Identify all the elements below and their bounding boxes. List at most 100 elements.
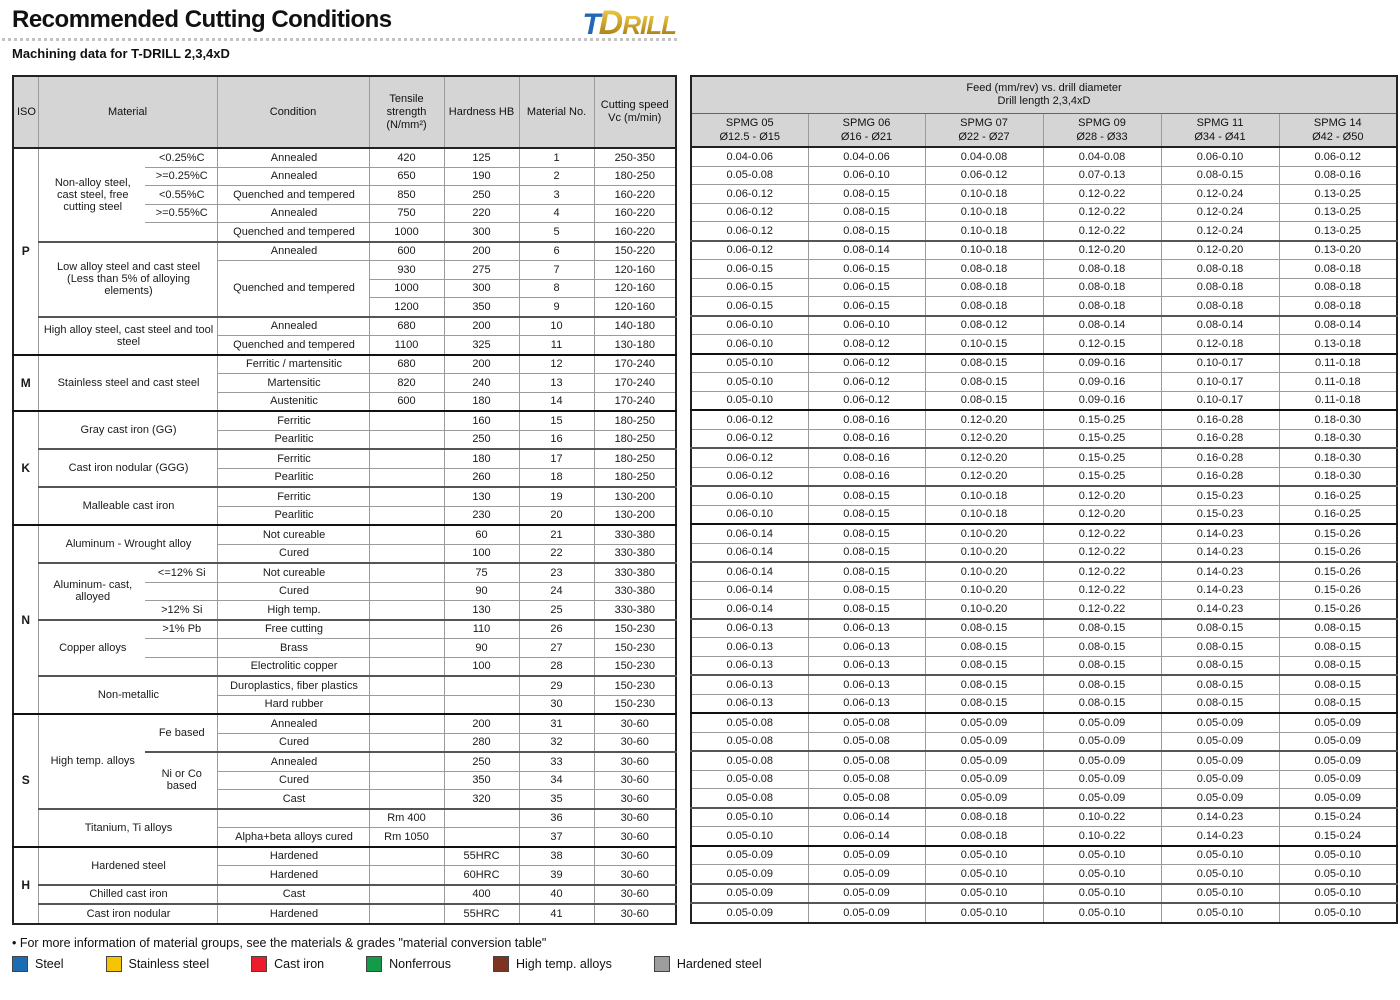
material-table-cell: 12 [518, 353, 595, 374]
feed-cell: 0.06-0.13 [690, 617, 809, 638]
feed-cell: 0.05-0.09 [690, 844, 809, 865]
feed-cell: 0.05-0.10 [1278, 844, 1398, 865]
material-table-cell: >=0.25%C [144, 166, 218, 186]
legend-label: Steel [35, 957, 64, 971]
material-table-cell: 250 [443, 185, 520, 205]
material-table-cell: 120-160 [593, 297, 677, 317]
material-table-cell: 330-380 [593, 562, 677, 583]
material-table-cell: Annealed [216, 315, 370, 336]
feed-cell: 0.05-0.10 [1278, 902, 1398, 923]
material-table-cell [144, 638, 218, 658]
feed-cell: 0.06-0.13 [807, 617, 926, 638]
feed-cell: 0.06-0.12 [690, 184, 809, 204]
feed-cell: 0.04-0.06 [807, 146, 926, 167]
feed-cell: 0.08-0.15 [1160, 165, 1280, 185]
material-table-cell: 130 [443, 486, 520, 507]
feed-cell: 0.08-0.15 [924, 617, 1044, 638]
material-table-cell: 325 [443, 335, 520, 355]
legend-item: Hardened steel [653, 956, 762, 972]
material-table-cell: <0.55%C [144, 185, 218, 205]
feed-cell: 0.08-0.18 [1278, 259, 1398, 279]
iso-group-cell: K [12, 410, 39, 526]
material-table-cell: 150-230 [593, 638, 677, 658]
material-table-cell: 30-60 [593, 770, 677, 790]
feed-cell: 0.08-0.18 [1160, 259, 1280, 279]
feed-cell: 0.06-0.10 [690, 314, 809, 335]
material-row: N Aluminum - Wrought alloy Not cureable 60 2… [12, 524, 677, 715]
feed-cell: 0.08-0.15 [924, 352, 1044, 373]
feed-cell: 0.05-0.09 [807, 882, 926, 904]
material-table-cell [368, 562, 445, 583]
feed-cell: 0.06-0.12 [1278, 146, 1398, 167]
feed-cell: 0.06-0.12 [690, 221, 809, 241]
material-table-cell: 110 [443, 618, 520, 639]
material-table-cell [368, 448, 445, 469]
feed-row: 0.05-0.10 0.06-0.14 0.08-0.18 0.10-0.22 0.14… [690, 806, 1398, 827]
material-row: Copper alloys >1% Pb Free cutting 110 26 150-… [13, 618, 677, 677]
material-table-cell: 170-240 [593, 353, 677, 374]
material-table-cell: Quenched and tempered [216, 185, 370, 205]
feed-cell: 0.08-0.18 [1042, 259, 1162, 279]
feed-cell: 0.06-0.14 [807, 806, 926, 827]
material-row: Hardened 60HRC 39 30-60 [13, 865, 677, 885]
material-table-cell: 180-250 [593, 467, 677, 488]
material-table-cell: 5 [518, 222, 595, 242]
feed-cell: 0.05-0.08 [690, 750, 809, 771]
material-table-cell: Copper alloys [37, 618, 145, 677]
material-table-cell: 36 [518, 807, 595, 828]
material-row: Pearlitic 260 18 180-250 [13, 467, 677, 488]
feed-cell: 0.08-0.15 [1042, 693, 1162, 714]
material-table-cell: 180-250 [593, 410, 677, 431]
feed-cell: 0.08-0.18 [1160, 296, 1280, 316]
material-table-cell: 180 [443, 391, 520, 412]
material-table-cell: 100 [443, 543, 520, 564]
feed-cell: 0.05-0.09 [924, 769, 1044, 789]
feed-cell: 0.05-0.09 [1278, 788, 1398, 808]
feed-cell: 0.05-0.09 [807, 864, 926, 884]
material-table-cell: 33 [518, 751, 595, 772]
material-table-cell: 250 [443, 751, 520, 772]
feed-cell: 0.08-0.15 [807, 504, 926, 525]
material-table-cell: 240 [443, 373, 520, 393]
feed-cell: 0.05-0.09 [1278, 769, 1398, 789]
feed-row: 0.05-0.08 0.05-0.08 0.05-0.09 0.05-0.09 0.05… [690, 788, 1398, 808]
material-table-cell: 400 [443, 883, 520, 905]
material-table-cell: 39 [518, 865, 595, 885]
material-table-cell: 130 [443, 600, 520, 620]
feed-cell: 0.11-0.18 [1278, 390, 1398, 411]
feed-cell: 0.05-0.09 [1160, 750, 1280, 771]
feed-cell: 0.10-0.20 [924, 542, 1044, 563]
material-table-cell: 2 [518, 166, 595, 186]
feed-cell: 0.08-0.18 [924, 259, 1044, 279]
material-table-cell: 34 [518, 770, 595, 790]
iso-group-cell: N [12, 524, 39, 715]
feed-cell: 0.18-0.30 [1278, 466, 1398, 487]
material-table-cell: Cured [216, 543, 370, 564]
spmg-column-header: SPMG 11 Ø34 - Ø41 [1160, 113, 1280, 148]
material-table-cell [368, 618, 445, 639]
feed-cell: 0.09-0.16 [1042, 372, 1162, 392]
material-table-cell: Pearlitic [216, 429, 370, 450]
feed-row: 0.06-0.10 0.08-0.15 0.10-0.18 0.12-0.20 0.15… [690, 504, 1398, 525]
feed-cell: 0.09-0.16 [1042, 390, 1162, 411]
feed-table: Feed (mm/rev) vs. drill diameter Drill l… [690, 75, 1399, 924]
iso-group-cell: P [12, 147, 39, 355]
material-table-cell: 820 [368, 373, 445, 393]
feed-cell: 0.06-0.12 [690, 409, 809, 430]
material-row: Pearlitic 230 20 130-200 [13, 505, 677, 526]
feed-cell: 0.15-0.26 [1278, 523, 1398, 544]
material-row: Quenched and tempered 1100 325 11 130-180 [13, 335, 677, 355]
material-table-cell: 30-60 [593, 883, 677, 905]
feed-cell: 0.06-0.13 [807, 655, 926, 676]
feed-cell: 0.05-0.08 [807, 788, 926, 808]
feed-cell: 0.06-0.12 [924, 165, 1044, 185]
material-table-cell: Alpha+beta alloys cured [216, 827, 370, 847]
feed-cell: 0.12-0.20 [1042, 504, 1162, 525]
spmg-name: SPMG 06 [842, 117, 891, 129]
material-table-cell: 180-250 [593, 448, 677, 469]
feed-cell: 0.13-0.25 [1278, 184, 1398, 204]
feed-cell: 0.05-0.08 [807, 712, 926, 733]
feed-cell: 0.06-0.12 [690, 202, 809, 222]
material-table-cell: 650 [368, 166, 445, 186]
feed-row: 0.06-0.12 0.08-0.16 0.12-0.20 0.15-0.25 0.16… [690, 409, 1398, 430]
